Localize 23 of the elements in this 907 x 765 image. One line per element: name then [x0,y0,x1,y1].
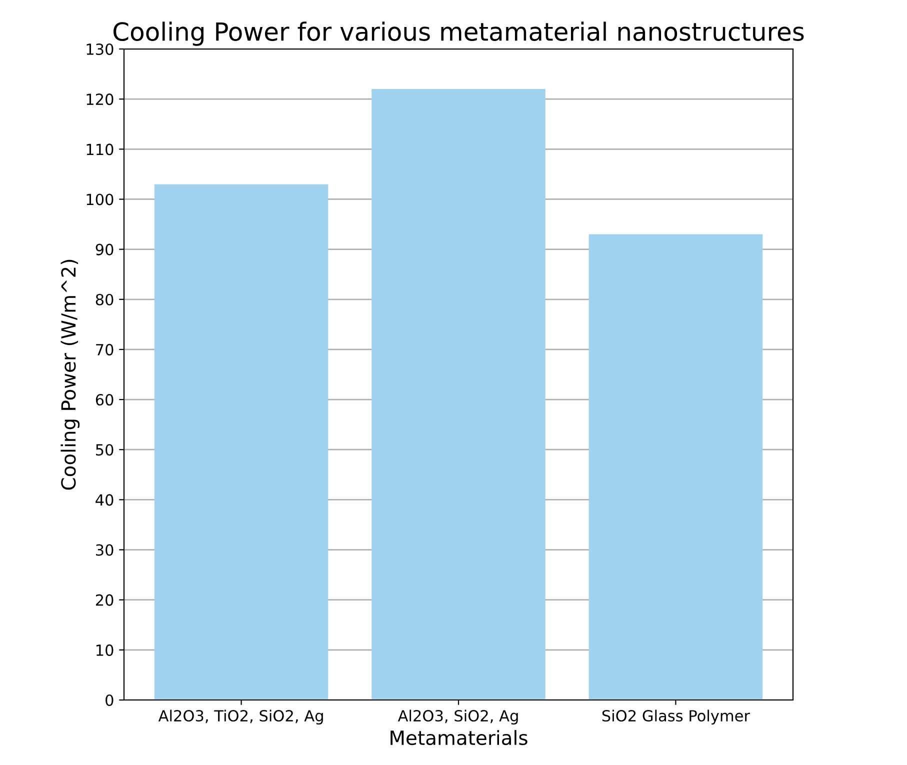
y-tick-label: 120 [86,94,114,106]
x-axis-title: Metamaterials [390,730,528,746]
y-tick-label: 100 [86,194,114,206]
y-tick-label: 130 [86,43,114,56]
x-tick-label: Al2O3, TiO2, SiO2, Ag [158,710,323,725]
y-tick-label: 70 [96,344,114,356]
y-tick-label: 90 [96,244,114,256]
y-tick-label: 50 [96,444,114,456]
x-tick-label: Al2O3, SiO2, Ag [398,710,518,725]
bar [372,89,546,700]
y-tick-label: 80 [96,294,114,306]
y-tick-label: 60 [96,394,114,406]
y-axis-title: Cooling Power (W/m^2) [60,260,80,490]
y-tick-label: 110 [86,144,114,156]
y-tick-label: 20 [96,594,114,606]
bar [154,184,328,700]
x-tick-label: SiO2 Glass Polymer [602,710,750,725]
chart-title: Cooling Power for various metamaterial nanostructures [114,22,804,46]
y-tick-label: 40 [96,494,114,506]
y-tick-label: 30 [96,544,114,556]
bar [588,234,763,700]
y-tick-label: 10 [96,644,114,656]
y-tick-label: 0 [106,694,114,706]
